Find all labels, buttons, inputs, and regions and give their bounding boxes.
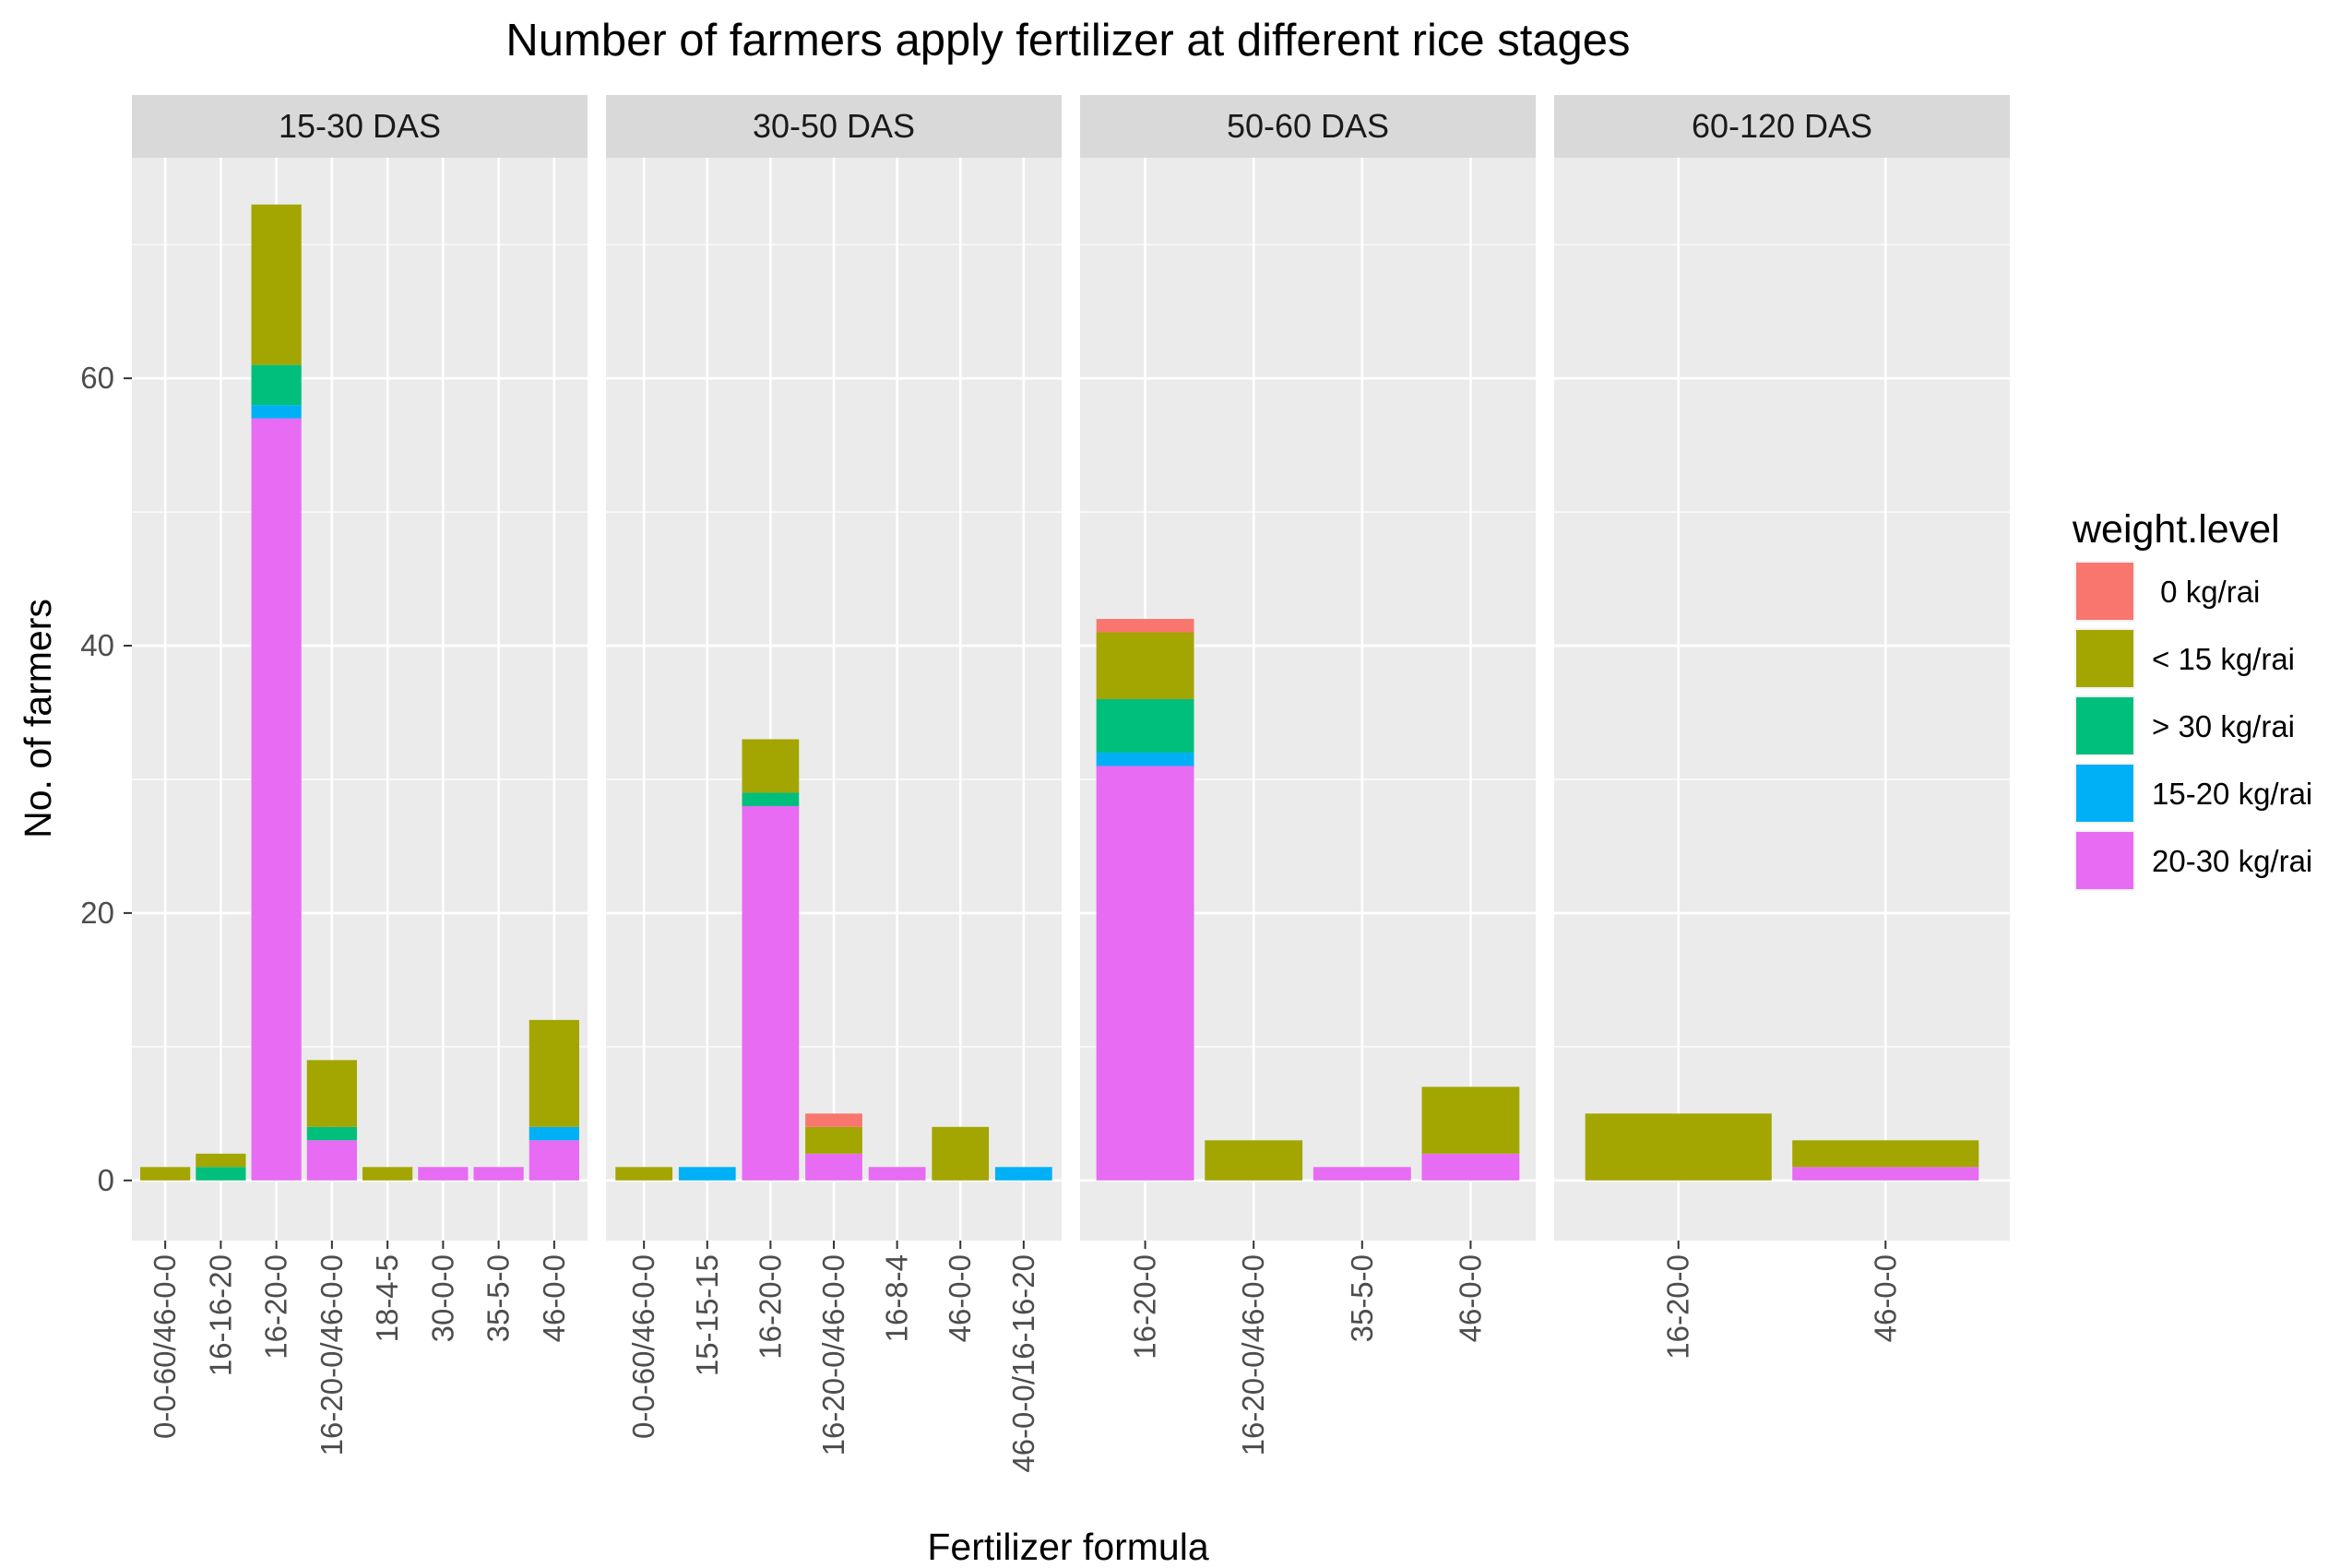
legend-label-20to30: 20-30 kg/rai bbox=[2152, 844, 2312, 878]
chart-title: Number of farmers apply fertilizer at di… bbox=[505, 16, 1630, 65]
facet-strip-label: 30-50 DAS bbox=[753, 107, 915, 145]
x-tick-label: 16-20-0 bbox=[1661, 1254, 1695, 1360]
y-tick-label: 40 bbox=[80, 628, 114, 662]
bar-segment-20to30 bbox=[251, 418, 302, 1181]
bar-segment-lt15 bbox=[196, 1153, 246, 1168]
facet-strip-label: 15-30 DAS bbox=[279, 107, 441, 145]
bar-segment-lt15 bbox=[306, 1060, 357, 1127]
bar-segment-20to30 bbox=[868, 1167, 926, 1181]
legend-swatch-20to30 bbox=[2076, 832, 2133, 889]
x-tick-label: 16-20-0 bbox=[1128, 1254, 1162, 1360]
x-tick-label: 35-5-0 bbox=[481, 1254, 516, 1342]
panel-background bbox=[132, 158, 588, 1241]
legend-swatch-0kg bbox=[2076, 563, 2133, 620]
x-tick-label: 0-0-60/46-0-0 bbox=[148, 1254, 182, 1439]
legend-label-lt15: < 15 kg/rai bbox=[2152, 642, 2295, 676]
panel-background bbox=[1554, 158, 2010, 1241]
bar-segment-lt15 bbox=[1585, 1113, 1772, 1181]
facet-panel: 50-60 DAS 16-20-0 16-20-0/46-0-0 35-5-0 46-0… bbox=[1080, 95, 1536, 1455]
x-tick-label: 16-20-0 bbox=[259, 1254, 293, 1360]
bar-segment-lt15 bbox=[932, 1126, 990, 1181]
bar-segment-15to20 bbox=[994, 1167, 1052, 1181]
bar-segment-20to30 bbox=[805, 1153, 862, 1181]
bar-segment-gt30 bbox=[306, 1126, 357, 1141]
bar-segment-0kg bbox=[1096, 619, 1194, 633]
bar-segment-lt15 bbox=[1205, 1140, 1303, 1181]
bar-segment-20to30 bbox=[306, 1140, 357, 1181]
legend: weight.level 0 kg/rai < 15 kg/rai > 30 kg/… bbox=[2072, 507, 2312, 891]
facet-strip-label: 60-120 DAS bbox=[1692, 107, 1872, 145]
facet-panel: 30-50 DAS 0-0-60/46-0-0 15-15-15 16-20-0 16-… bbox=[606, 95, 1062, 1473]
y-tick-label: 60 bbox=[80, 361, 114, 395]
bar-segment-20to30 bbox=[473, 1167, 524, 1181]
x-tick-label: 16-20-0/46-0-0 bbox=[816, 1254, 850, 1455]
x-tick-label: 46-0-0/16-16-20 bbox=[1006, 1254, 1040, 1473]
facet-panels: 15-30 DAS 0-0-60/46-0-0 16-16-20 16-20-0 16-… bbox=[132, 95, 2010, 1473]
bar-segment-15to20 bbox=[251, 405, 302, 419]
legend-label-gt30: > 30 kg/rai bbox=[2152, 709, 2295, 743]
legend-title: weight.level bbox=[2072, 507, 2280, 552]
bar-segment-gt30 bbox=[1096, 699, 1194, 753]
bar-segment-lt15 bbox=[1792, 1140, 1979, 1168]
facet-strip bbox=[606, 95, 1062, 158]
y-tick-label: 20 bbox=[80, 896, 114, 930]
x-tick-label: 46-0-0 bbox=[537, 1254, 571, 1342]
facet-panel: 15-30 DAS 0-0-60/46-0-0 16-16-20 16-20-0 16-… bbox=[132, 95, 588, 1455]
x-tick-label: 0-0-60/46-0-0 bbox=[626, 1254, 660, 1439]
bar-segment-gt30 bbox=[196, 1167, 246, 1181]
x-tick-label: 16-8-4 bbox=[880, 1254, 914, 1342]
facet-strip bbox=[1554, 95, 2010, 158]
x-tick-label: 18-4-5 bbox=[370, 1254, 404, 1342]
bar-segment-20to30 bbox=[1313, 1167, 1411, 1181]
bar-segment-20to30 bbox=[418, 1167, 469, 1181]
facet-strip bbox=[132, 95, 588, 158]
bar-segment-lt15 bbox=[1421, 1087, 1520, 1154]
x-tick-label: 16-20-0/46-0-0 bbox=[315, 1254, 349, 1455]
x-tick-label: 46-0-0 bbox=[943, 1254, 977, 1342]
x-tick-label: 46-0-0 bbox=[1453, 1254, 1487, 1342]
x-tick-label: 35-5-0 bbox=[1345, 1254, 1379, 1342]
bar-segment-lt15 bbox=[615, 1167, 673, 1181]
bar-segment-lt15 bbox=[251, 204, 302, 365]
bar-segment-lt15 bbox=[742, 739, 800, 793]
bar-segment-20to30 bbox=[1421, 1153, 1520, 1181]
legend-swatch-15to20 bbox=[2076, 765, 2133, 822]
legend-swatch-lt15 bbox=[2076, 630, 2133, 687]
x-tick-label: 16-20-0/46-0-0 bbox=[1236, 1254, 1270, 1455]
bar-segment-15to20 bbox=[529, 1126, 579, 1141]
x-tick-label: 16-16-20 bbox=[203, 1254, 237, 1376]
bar-segment-lt15 bbox=[362, 1167, 413, 1181]
facet-strip-label: 50-60 DAS bbox=[1227, 107, 1389, 145]
x-axis-title: Fertilizer formula bbox=[927, 1526, 1208, 1568]
x-tick-label: 16-20-0 bbox=[753, 1254, 787, 1360]
legend-swatch-gt30 bbox=[2076, 697, 2133, 754]
bar-segment-20to30 bbox=[742, 805, 800, 1181]
bar-segment-lt15 bbox=[140, 1167, 191, 1181]
bar-segment-15to20 bbox=[678, 1167, 736, 1181]
bar-segment-lt15 bbox=[805, 1126, 862, 1154]
legend-label-0kg: 0 kg/rai bbox=[2152, 575, 2260, 609]
bar-segment-15to20 bbox=[1096, 752, 1194, 766]
facet-panel: 60-120 DAS 16-20-0 46-0-0 bbox=[1554, 95, 2010, 1360]
bar-segment-20to30 bbox=[529, 1140, 579, 1181]
facet-strip bbox=[1080, 95, 1536, 158]
bar-segment-20to30 bbox=[1096, 766, 1194, 1181]
y-axis-title: No. of farmers bbox=[17, 599, 59, 838]
bar-segment-20to30 bbox=[1792, 1167, 1979, 1181]
bar-segment-lt15 bbox=[529, 1019, 579, 1127]
bar-segment-gt30 bbox=[251, 364, 302, 406]
y-axis: 0 20 40 60 bbox=[80, 361, 132, 1197]
bar-segment-lt15 bbox=[1096, 632, 1194, 699]
x-tick-label: 30-0-0 bbox=[425, 1254, 459, 1342]
y-tick-label: 0 bbox=[98, 1163, 114, 1197]
bar-segment-gt30 bbox=[742, 792, 800, 806]
legend-label-15to20: 15-20 kg/rai bbox=[2152, 777, 2312, 811]
bar-segment-0kg bbox=[805, 1113, 862, 1127]
x-tick-label: 46-0-0 bbox=[1868, 1254, 1902, 1342]
x-tick-label: 15-15-15 bbox=[690, 1254, 724, 1376]
